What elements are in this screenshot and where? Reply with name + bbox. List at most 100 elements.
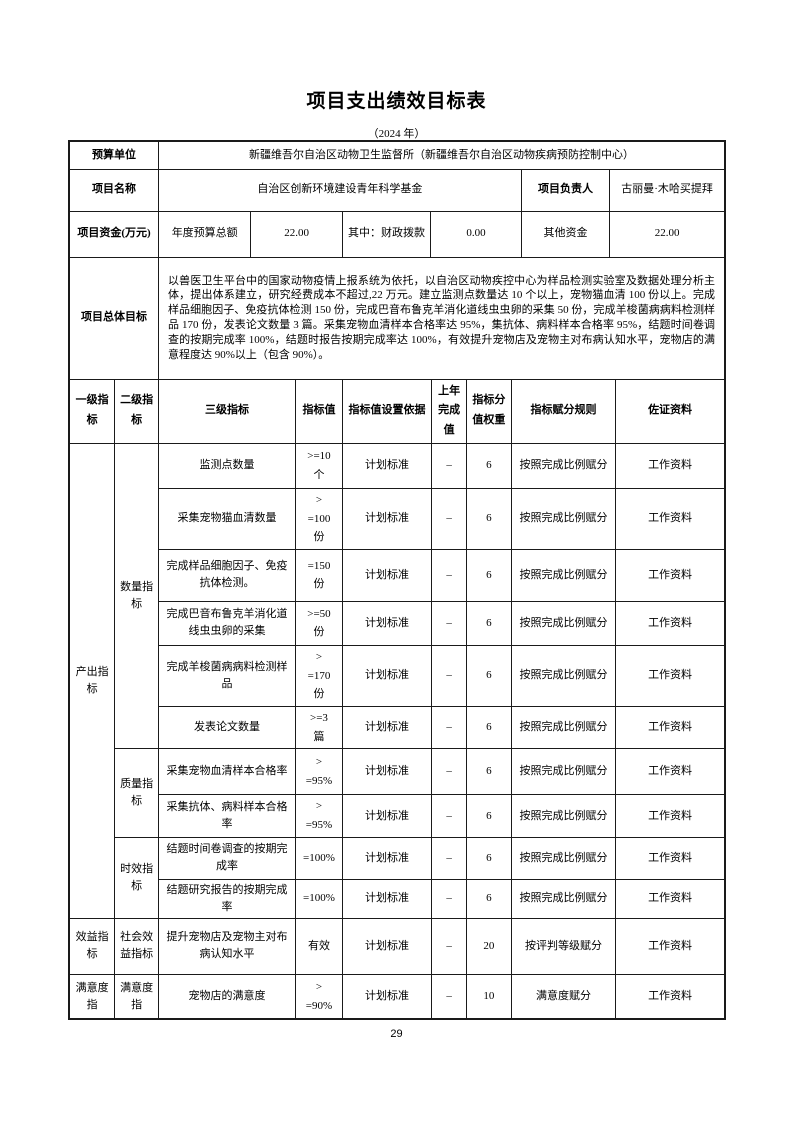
cell-evidence: 工作资料 — [615, 917, 724, 975]
cell-prev-year: – — [431, 794, 468, 838]
page-number: 29 — [390, 1028, 403, 1040]
cell-prev-year: – — [431, 644, 468, 708]
cell-weight: 6 — [466, 706, 512, 750]
cell-value: =150 份 — [295, 548, 343, 602]
annual-budget-value: 22.00 — [250, 210, 343, 258]
cell-level3: 完成羊梭菌病病料检测样品 — [158, 644, 297, 708]
cell-level3: 完成样品细胞因子、免疫抗体检测。 — [158, 548, 297, 602]
page-subtitle: （2024 年） — [367, 128, 426, 140]
cell-weight: 6 — [466, 487, 512, 550]
cell-basis: 计划标准 — [341, 644, 433, 708]
project-name-row: 项目名称 自治区创新环境建设青年科学基金 项目负责人 古丽曼·木哈买提拜 — [70, 168, 724, 212]
cell-basis: 计划标准 — [341, 442, 433, 489]
project-name-value: 自治区创新环境建设青年科学基金 — [157, 168, 522, 212]
cell-level3: 宠物店的满意度 — [157, 973, 297, 1019]
cell-rule: 按评判等级赋分 — [510, 917, 617, 975]
cell-evidence: 工作资料 — [615, 706, 724, 750]
cell-rule: 按照完成比例赋分 — [510, 548, 617, 602]
cell-evidence: 工作资料 — [615, 644, 724, 708]
cell-level2: 时效指标 — [114, 836, 159, 919]
cell-rule: 满意度赋分 — [510, 973, 617, 1019]
budget-unit-value: 新疆维吾尔自治区动物卫生监督所（新疆维吾尔自治区动物疾病预防控制中心） — [157, 142, 724, 170]
cell-prev-year: – — [431, 548, 468, 602]
project-fund-row: 项目资金(万元) 年度预算总额 22.00 其中：财政拨款 0.00 其他资金 … — [70, 210, 724, 258]
cell-evidence: 工作资料 — [615, 600, 724, 646]
cell-rule: 按照完成比例赋分 — [510, 794, 617, 838]
header-level3: 三级指标 — [157, 379, 297, 444]
cell-prev-year: – — [431, 706, 468, 750]
cell-value: =100% — [295, 836, 343, 880]
cell-weight: 6 — [466, 878, 512, 919]
cell-basis: 计划标准 — [341, 548, 433, 602]
cell-weight: 6 — [466, 748, 512, 796]
cell-level2: 社会效益指标 — [114, 917, 159, 975]
cell-rule: 按照完成比例赋分 — [510, 487, 617, 550]
indicators-table: 一级指标 二级指标 三级指标 指标值 指标值设置依据 上年完成值 指标分值权重 … — [70, 379, 724, 1019]
cell-level3: 提升宠物店及宠物主对布病认知水平 — [157, 917, 297, 975]
cell-rule: 按照完成比例赋分 — [510, 748, 617, 796]
cell-level2: 满意度指 — [114, 973, 159, 1019]
cell-value: >=3 篇 — [295, 706, 343, 750]
header-evidence: 佐证资料 — [615, 379, 724, 444]
header-prev-year: 上年完成值 — [431, 379, 468, 444]
overall-goal-text: 以兽医卫生平台中的国家动物疫情上报系统为依托，以自治区动物疾控中心为样品检测实验… — [157, 256, 724, 380]
other-fund-label: 其他资金 — [520, 210, 611, 258]
indicator-row: 产出指标 数量指标 监测点数量 >=10 个 计划标准 – 6 按照完成比例赋分… — [70, 442, 724, 919]
annual-budget-label: 年度预算总额 — [157, 210, 252, 258]
indicator-row: 采集宠物猫血清数量 > =100 份 计划标准 – 6 按照完成比例赋分 工作资… — [70, 487, 724, 550]
cell-level3: 监测点数量 — [157, 442, 297, 489]
cell-weight: 6 — [466, 442, 512, 489]
cell-basis: 计划标准 — [341, 748, 433, 796]
cell-basis: 计划标准 — [341, 794, 433, 838]
indicator-row: 满意度指 满意度指 宠物店的满意度 > =90% 计划标准 – 10 满意度赋分… — [70, 973, 724, 1019]
cell-value: >=50 份 — [295, 600, 343, 646]
cell-level1: 产出指标 — [70, 442, 116, 919]
header-rule: 指标赋分规则 — [510, 379, 617, 444]
project-leader-label: 项目负责人 — [520, 168, 611, 212]
budget-unit-row: 预算单位 新疆维吾尔自治区动物卫生监督所（新疆维吾尔自治区动物疾病预防控制中心） — [70, 142, 724, 170]
cell-weight: 6 — [466, 644, 512, 708]
performance-target-table: 预算单位 新疆维吾尔自治区动物卫生监督所（新疆维吾尔自治区动物疾病预防控制中心）… — [68, 140, 726, 1021]
indicator-row: 发表论文数量 >=3 篇 计划标准 – 6 按照完成比例赋分 工作资料 — [70, 706, 724, 750]
cell-evidence: 工作资料 — [615, 878, 724, 919]
cell-evidence: 工作资料 — [615, 794, 724, 838]
cell-value: > =170 份 — [295, 644, 343, 708]
cell-rule: 按照完成比例赋分 — [510, 836, 617, 880]
project-fund-label: 项目资金(万元) — [70, 210, 159, 258]
header-level1: 一级指标 — [70, 379, 116, 444]
cell-prev-year: – — [431, 442, 468, 489]
cell-value: > =95% — [295, 748, 343, 796]
cell-evidence: 工作资料 — [615, 836, 724, 880]
indicator-row: 时效指标 结题时间卷调查的按期完成率 =100% 计划标准 – 6 按照完成比例… — [70, 836, 724, 919]
cell-rule: 按照完成比例赋分 — [510, 878, 617, 919]
cell-prev-year: – — [431, 748, 468, 796]
cell-rule: 按照完成比例赋分 — [510, 644, 617, 708]
cell-level3: 完成巴音布鲁克羊消化道线虫虫卵的采集 — [158, 600, 297, 646]
cell-level3: 采集宠物猫血清数量 — [158, 487, 297, 550]
indicator-row: 效益指标 社会效益指标 提升宠物店及宠物主对布病认知水平 有效 计划标准 – 2… — [70, 917, 724, 975]
cell-basis: 计划标准 — [341, 600, 433, 646]
cell-rule: 按照完成比例赋分 — [510, 706, 617, 750]
cell-prev-year: – — [431, 836, 468, 880]
cell-level2: 质量指标 — [114, 748, 159, 838]
cell-prev-year: – — [431, 973, 468, 1019]
cell-prev-year: – — [431, 487, 468, 550]
other-fund-value: 22.00 — [609, 210, 724, 258]
cell-basis: 计划标准 — [341, 836, 433, 880]
cell-prev-year: – — [431, 878, 468, 919]
cell-level1: 满意度指 — [70, 973, 116, 1019]
header-value: 指标值 — [295, 379, 343, 444]
cell-value: 有效 — [295, 917, 343, 975]
cell-evidence: 工作资料 — [615, 487, 724, 550]
cell-value: =100% — [295, 878, 343, 919]
indicator-row: 结题研究报告的按期完成率 =100% 计划标准 – 6 按照完成比例赋分 工作资… — [70, 878, 724, 919]
page-title: 项目支出绩效目标表 — [306, 91, 487, 112]
header-level2: 二级指标 — [114, 379, 159, 444]
cell-value: > =95% — [295, 794, 343, 838]
cell-evidence: 工作资料 — [615, 748, 724, 796]
cell-value: > =100 份 — [295, 487, 343, 550]
indicator-row: 采集抗体、病料样本合格率 > =95% 计划标准 – 6 按照完成比例赋分 工作… — [70, 794, 724, 838]
cell-weight: 10 — [466, 973, 512, 1019]
cell-rule: 按照完成比例赋分 — [510, 600, 617, 646]
